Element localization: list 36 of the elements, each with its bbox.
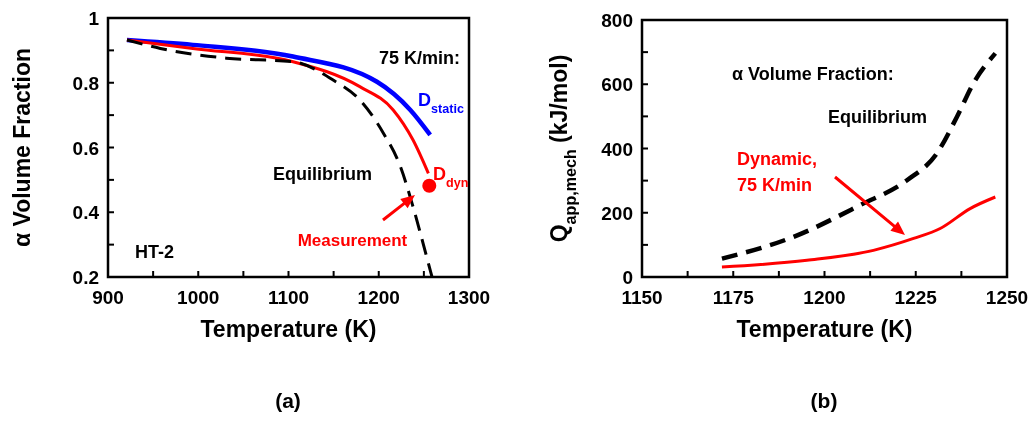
text: Dynamic, 75 K/min [737,149,818,195]
y-axis-title: α Volume Fraction [9,47,35,248]
series-label: D$_{static}$ [418,90,464,116]
text: (b) [810,389,838,412]
annotation: HT-2 [135,242,175,262]
y-tick-label: 0.6 [72,137,99,159]
x-axis-title: Temperature (K) [200,316,377,342]
x-tick-label: 1300 [447,287,491,308]
x-axis-title: Temperature (K) [736,316,913,342]
x-tick-label: 1200 [803,287,846,308]
y-tick-label: 0 [622,267,633,288]
x-tick-label: 1225 [894,287,938,308]
annotation: 75 K/min: [378,48,460,68]
y-tick-label: 200 [601,202,633,224]
x-tick-label: 900 [92,287,124,308]
y-tick-label: 400 [601,138,633,160]
y-tick-label: 800 [601,10,633,31]
y-tick-label: 1 [88,8,100,29]
series-label: Equilibrium [828,107,927,127]
series-label: Equilibrium [273,164,372,184]
annotation: α Volume Fraction: [732,64,894,84]
x-tick-label: 1100 [267,287,310,308]
y-tick-label: 0.2 [72,267,99,288]
text: (a) [275,389,301,412]
x-tick-label: 1150 [621,287,663,308]
annotation: Measurement [297,230,408,250]
x-tick-label: 1250 [985,287,1029,308]
y-tick-label: 0.4 [72,202,100,224]
line-series [719,51,998,261]
y-tick-label: 600 [601,74,633,96]
x-tick-label: 1175 [712,287,755,308]
x-tick-label: 1000 [177,287,220,308]
series-label: D$_{dyn}$ [433,164,469,190]
y-tick-label: 0.8 [72,72,99,94]
line-series [720,195,997,269]
x-tick-label: 1200 [357,287,400,308]
